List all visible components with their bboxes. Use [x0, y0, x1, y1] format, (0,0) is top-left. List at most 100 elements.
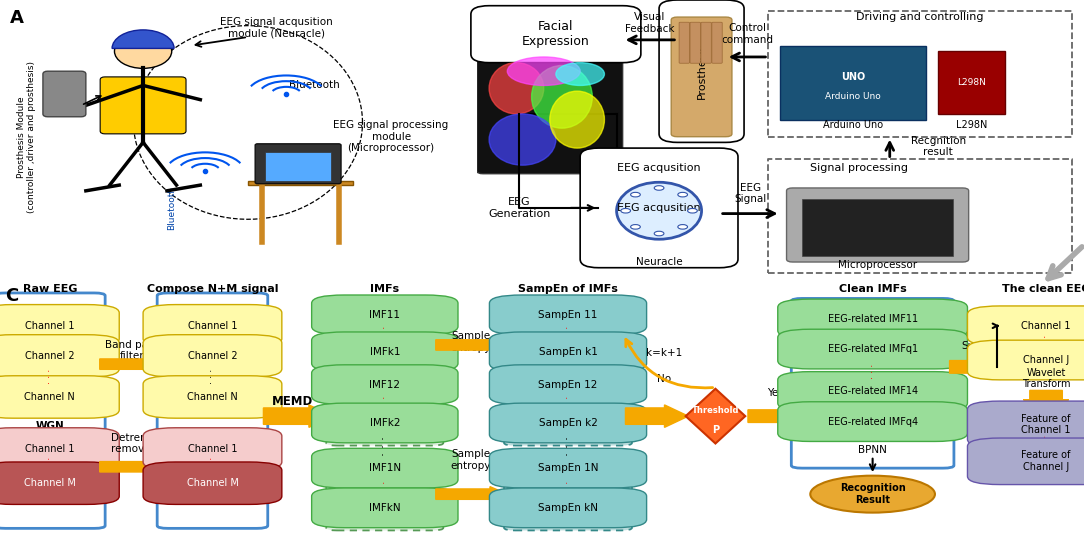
Text: EEG acqusition: EEG acqusition [617, 163, 701, 173]
Text: Feature of
Channel 1: Feature of Channel 1 [1021, 414, 1071, 435]
Text: L298N: L298N [956, 121, 988, 131]
Text: Channel 1: Channel 1 [25, 444, 75, 454]
Text: Threshold: Threshold [692, 406, 739, 415]
Text: Prosthesis Module
(controller ,driver and prosthesis): Prosthesis Module (controller ,driver an… [16, 61, 36, 213]
FancyArrow shape [436, 337, 507, 352]
Text: Channel N: Channel N [188, 392, 237, 402]
FancyBboxPatch shape [967, 306, 1084, 346]
Text: · · ·: · · · [562, 436, 575, 456]
FancyBboxPatch shape [489, 403, 646, 443]
Text: MEMD: MEMD [272, 395, 313, 408]
FancyBboxPatch shape [580, 148, 738, 268]
Circle shape [678, 192, 687, 197]
FancyBboxPatch shape [791, 299, 954, 468]
FancyBboxPatch shape [777, 329, 967, 369]
FancyBboxPatch shape [504, 302, 632, 374]
FancyBboxPatch shape [489, 448, 646, 488]
Text: Microprocessor: Microprocessor [838, 260, 917, 270]
Text: Band pass
filter: Band pass filter [105, 340, 159, 361]
Ellipse shape [489, 62, 544, 114]
Ellipse shape [531, 65, 592, 128]
Text: C: C [5, 288, 18, 305]
Text: SampEn 12: SampEn 12 [539, 380, 597, 390]
Text: Control
command: Control command [721, 23, 773, 45]
FancyBboxPatch shape [326, 302, 443, 374]
FancyArrow shape [100, 459, 166, 474]
FancyBboxPatch shape [701, 22, 711, 63]
Text: SampEn k1: SampEn k1 [539, 347, 597, 357]
Text: Channel 1: Channel 1 [25, 321, 75, 331]
Text: Channel 1: Channel 1 [188, 321, 237, 331]
Text: Raw EEG: Raw EEG [23, 284, 77, 294]
Text: EEG acqusition: EEG acqusition [617, 203, 701, 213]
FancyBboxPatch shape [504, 458, 632, 530]
Text: SampEn k2: SampEn k2 [539, 418, 597, 428]
Text: Channel M: Channel M [186, 478, 238, 488]
FancyBboxPatch shape [326, 458, 443, 530]
Text: Sample
entropy: Sample entropy [450, 449, 491, 471]
FancyBboxPatch shape [489, 332, 646, 372]
FancyBboxPatch shape [0, 293, 105, 528]
FancyArrow shape [950, 358, 997, 375]
Text: · · ·: · · · [44, 369, 55, 384]
FancyBboxPatch shape [802, 200, 954, 257]
Text: Signal processing: Signal processing [811, 163, 908, 173]
Text: IMF12: IMF12 [370, 380, 400, 390]
FancyArrow shape [1023, 390, 1069, 404]
Text: · · ·: · · · [563, 396, 573, 411]
Text: L298N: L298N [957, 78, 986, 87]
Text: · · ·: · · · [44, 456, 55, 472]
Text: Bluetooth: Bluetooth [167, 186, 177, 230]
Text: Visual
Feedback: Visual Feedback [625, 12, 674, 34]
FancyBboxPatch shape [691, 22, 700, 63]
Text: EEG
Generation: EEG Generation [488, 197, 551, 218]
Text: Prosthesis: Prosthesis [697, 43, 707, 100]
Wedge shape [112, 30, 175, 49]
FancyArrow shape [436, 487, 507, 502]
FancyBboxPatch shape [43, 71, 86, 117]
Text: BPNN: BPNN [859, 445, 887, 455]
Text: SampEn kN: SampEn kN [538, 503, 598, 513]
FancyBboxPatch shape [967, 438, 1084, 484]
Ellipse shape [489, 114, 556, 165]
Text: Clean IMFs: Clean IMFs [839, 284, 906, 294]
Text: · · ·: · · · [207, 369, 218, 384]
FancyBboxPatch shape [489, 295, 646, 335]
FancyBboxPatch shape [679, 22, 689, 63]
Text: EEG
Signal: EEG Signal [734, 183, 766, 205]
Text: IMF1N: IMF1N [369, 463, 401, 473]
Circle shape [655, 186, 663, 190]
FancyBboxPatch shape [477, 49, 622, 174]
Text: EEG-related IMF11: EEG-related IMF11 [827, 314, 918, 324]
FancyBboxPatch shape [659, 0, 744, 143]
Circle shape [678, 225, 687, 229]
Text: Channel J: Channel J [1023, 355, 1069, 365]
FancyArrow shape [100, 357, 166, 372]
Text: · · ·: · · · [563, 326, 573, 341]
Text: Wavelet
Transform: Wavelet Transform [1022, 368, 1070, 389]
Text: Channel 1: Channel 1 [188, 444, 237, 454]
Ellipse shape [507, 57, 580, 86]
Text: Driving and controlling: Driving and controlling [856, 12, 984, 22]
FancyArrow shape [263, 405, 333, 427]
Text: IMFk2: IMFk2 [370, 418, 400, 428]
Text: Detrend
removal: Detrend removal [111, 432, 154, 455]
Text: Sum: Sum [962, 341, 985, 351]
FancyBboxPatch shape [777, 299, 967, 339]
Text: No: No [657, 374, 672, 384]
Text: Channel N: Channel N [25, 392, 75, 402]
Text: Neuracle: Neuracle [635, 257, 683, 267]
Text: Recognition
Result: Recognition Result [840, 483, 905, 505]
Text: · · ·: · · · [563, 481, 573, 496]
Text: Channel 2: Channel 2 [25, 351, 75, 361]
Text: EEG-related IMFq4: EEG-related IMFq4 [827, 416, 918, 426]
Text: P: P [712, 425, 719, 435]
Text: EEG signal processing
module
(Microprocessor): EEG signal processing module (Microproce… [334, 120, 449, 153]
Text: · · ·: · · · [1041, 335, 1051, 350]
FancyBboxPatch shape [312, 448, 457, 488]
Text: · · ·: · · · [379, 396, 390, 411]
FancyArrow shape [625, 405, 688, 427]
FancyBboxPatch shape [777, 402, 967, 441]
Text: Facial
Expression: Facial Expression [522, 20, 590, 48]
Text: Recgnition
result: Recgnition result [911, 136, 966, 158]
